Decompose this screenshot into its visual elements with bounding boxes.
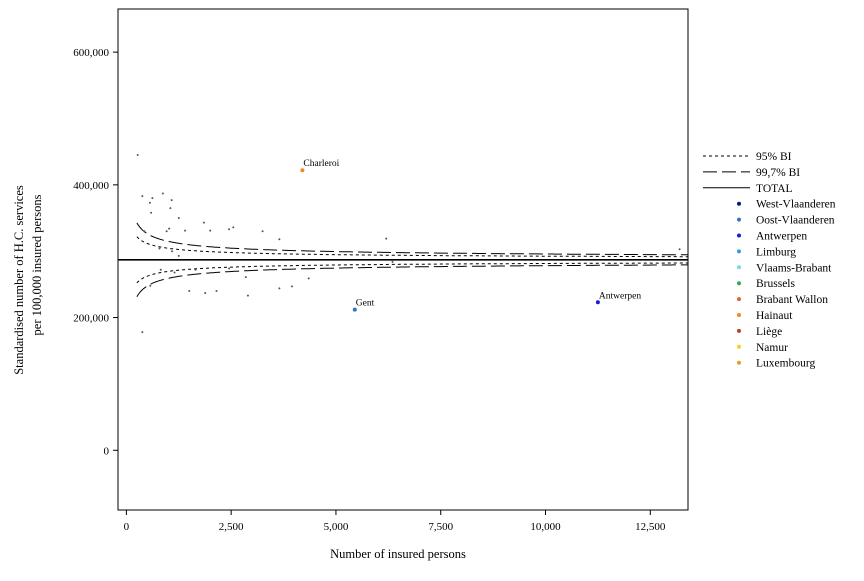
legend-point-swatch (737, 328, 741, 333)
data-point (300, 168, 305, 173)
data-point (278, 238, 281, 241)
legend-point-swatch (737, 281, 741, 286)
y-tick-label: 400,000 (73, 180, 109, 192)
x-axis-label: Number of insured persons (330, 547, 466, 561)
data-point (194, 268, 197, 271)
point-label: Charleroi (303, 159, 339, 169)
legend-label: West-Vlaanderen (756, 199, 836, 211)
data-point (170, 199, 173, 202)
x-tick-label: 5,000 (324, 521, 349, 533)
legend-label: Oost-Vlaanderen (756, 215, 835, 227)
data-point (159, 268, 162, 271)
x-tick-label: 10,000 (530, 521, 561, 533)
legend-label: 95% BI (756, 151, 792, 163)
legend-label: Liège (756, 326, 782, 338)
data-point (141, 331, 144, 334)
legend-label: Namur (756, 342, 788, 354)
data-point (143, 230, 146, 233)
data-point (278, 287, 281, 290)
data-point (215, 290, 218, 293)
legend-label: Antwerpen (756, 231, 807, 243)
data-point (148, 201, 151, 204)
point-label: Antwerpen (599, 291, 641, 301)
x-tick-label: 7,500 (428, 521, 453, 533)
data-point (177, 217, 180, 220)
data-point (151, 197, 154, 200)
data-point (232, 226, 235, 229)
legend-point-swatch (737, 217, 741, 222)
data-point (352, 307, 357, 312)
y-axis-label-line-1: Standardised number of H.C. services (12, 185, 26, 375)
data-point (261, 230, 264, 233)
data-point (595, 300, 600, 305)
data-point (169, 207, 172, 210)
data-point (290, 285, 293, 288)
data-point (173, 271, 176, 274)
data-point (171, 250, 174, 253)
data-point (188, 290, 191, 293)
legend-point-swatch (737, 249, 741, 254)
x-tick-label: 0 (124, 521, 130, 533)
band-95-upper (136, 236, 688, 258)
legend-label: Vlaams-Brabant (756, 262, 832, 274)
x-tick-label: 2,500 (219, 521, 244, 533)
data-point (168, 227, 171, 230)
data-point (149, 284, 152, 287)
data-point (307, 277, 310, 280)
band-997-upper (136, 222, 688, 256)
data-point (678, 248, 681, 251)
legend-label: Limburg (756, 246, 796, 258)
data-point (244, 276, 247, 279)
legend-point-swatch (737, 360, 741, 365)
plot-frame (117, 8, 689, 511)
band-997-lower (136, 264, 688, 298)
legend-point-swatch (737, 233, 741, 238)
data-point (228, 228, 231, 231)
data-point (246, 294, 249, 297)
data-point (391, 260, 394, 263)
legend-label: Brabant Wallon (756, 294, 828, 306)
data-point (228, 267, 231, 270)
data-point (141, 195, 144, 198)
data-point (161, 192, 164, 195)
legend-point-swatch (737, 297, 741, 302)
legend-label: TOTAL (756, 183, 793, 195)
data-point (165, 230, 168, 233)
y-axis-label-line-2: per 100,000 insured persons (30, 194, 44, 335)
data-point (202, 221, 205, 224)
legend-point-swatch (737, 344, 741, 349)
data-point (150, 211, 153, 214)
data-point (204, 292, 207, 295)
legend-label: Brussels (756, 278, 796, 290)
x-tick-label: 12,500 (635, 521, 666, 533)
y-tick-label: 200,000 (73, 313, 109, 325)
y-tick-label: 0 (104, 445, 110, 457)
data-point (136, 153, 139, 156)
band-95-lower (136, 262, 688, 284)
data-point (158, 247, 161, 250)
point-label: Gent (356, 299, 375, 309)
legend-label: 99,7% BI (756, 167, 800, 179)
legend-point-swatch (737, 201, 741, 206)
data-point (209, 229, 212, 232)
data-point (177, 254, 180, 257)
data-point (385, 237, 388, 240)
data-point (184, 229, 187, 232)
legend-label: Hainaut (756, 310, 793, 322)
legend-point-swatch (737, 313, 741, 317)
legend-point-swatch (737, 265, 741, 270)
legend-label: Luxembourg (756, 358, 815, 370)
y-tick-label: 600,000 (73, 47, 109, 59)
